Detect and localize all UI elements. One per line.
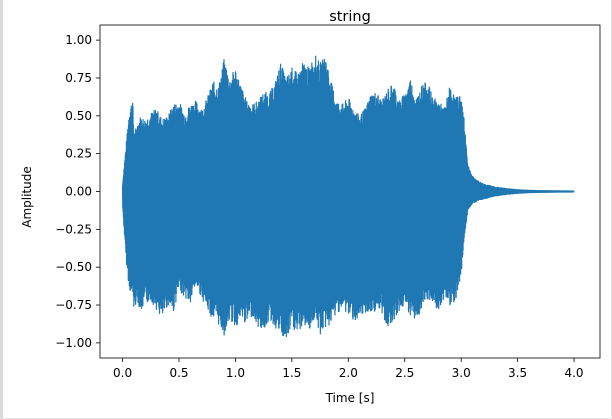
y-tick-label: 0.25 xyxy=(65,147,92,161)
y-tick-label: −1.00 xyxy=(55,336,92,350)
x-tick-label: 3.5 xyxy=(508,366,527,380)
x-tick-label: 1.5 xyxy=(282,366,301,380)
waveform-chart: 0.0 0.5 1.0 1.5 2.0 2.5 3.0 3.5 4.0 1.00 0.75 0.50… xyxy=(20,9,601,405)
y-tick-label: −0.25 xyxy=(55,222,92,236)
x-tick-label: 0.0 xyxy=(113,366,132,380)
y-tick-label: −0.50 xyxy=(55,260,92,274)
y-tick-label: 0.75 xyxy=(65,71,92,85)
x-tick-label: 1.0 xyxy=(226,366,245,380)
x-tick-label: 0.5 xyxy=(169,366,188,380)
chart-title: string xyxy=(329,9,371,25)
x-axis-ticks: 0.0 0.5 1.0 1.5 2.0 2.5 3.0 3.5 4.0 xyxy=(113,358,584,380)
y-axis-ticks: 1.00 0.75 0.50 0.25 0.00 −0.25 −0.50 −0.75 −1.00 xyxy=(55,33,100,350)
x-tick-label: 4.0 xyxy=(564,366,583,380)
data-layer xyxy=(121,55,575,338)
x-tick-label: 3.0 xyxy=(452,366,471,380)
x-axis-label: Time [s] xyxy=(325,391,375,405)
x-tick-label: 2.5 xyxy=(395,366,414,380)
waveform-line xyxy=(121,55,575,338)
y-tick-label: 0.50 xyxy=(65,109,92,123)
y-tick-label: 0.00 xyxy=(65,185,92,199)
x-tick-label: 2.0 xyxy=(339,366,358,380)
y-axis-label: Amplitude xyxy=(20,166,34,228)
y-tick-label: 1.00 xyxy=(65,33,92,47)
y-tick-label: −0.75 xyxy=(55,298,92,312)
